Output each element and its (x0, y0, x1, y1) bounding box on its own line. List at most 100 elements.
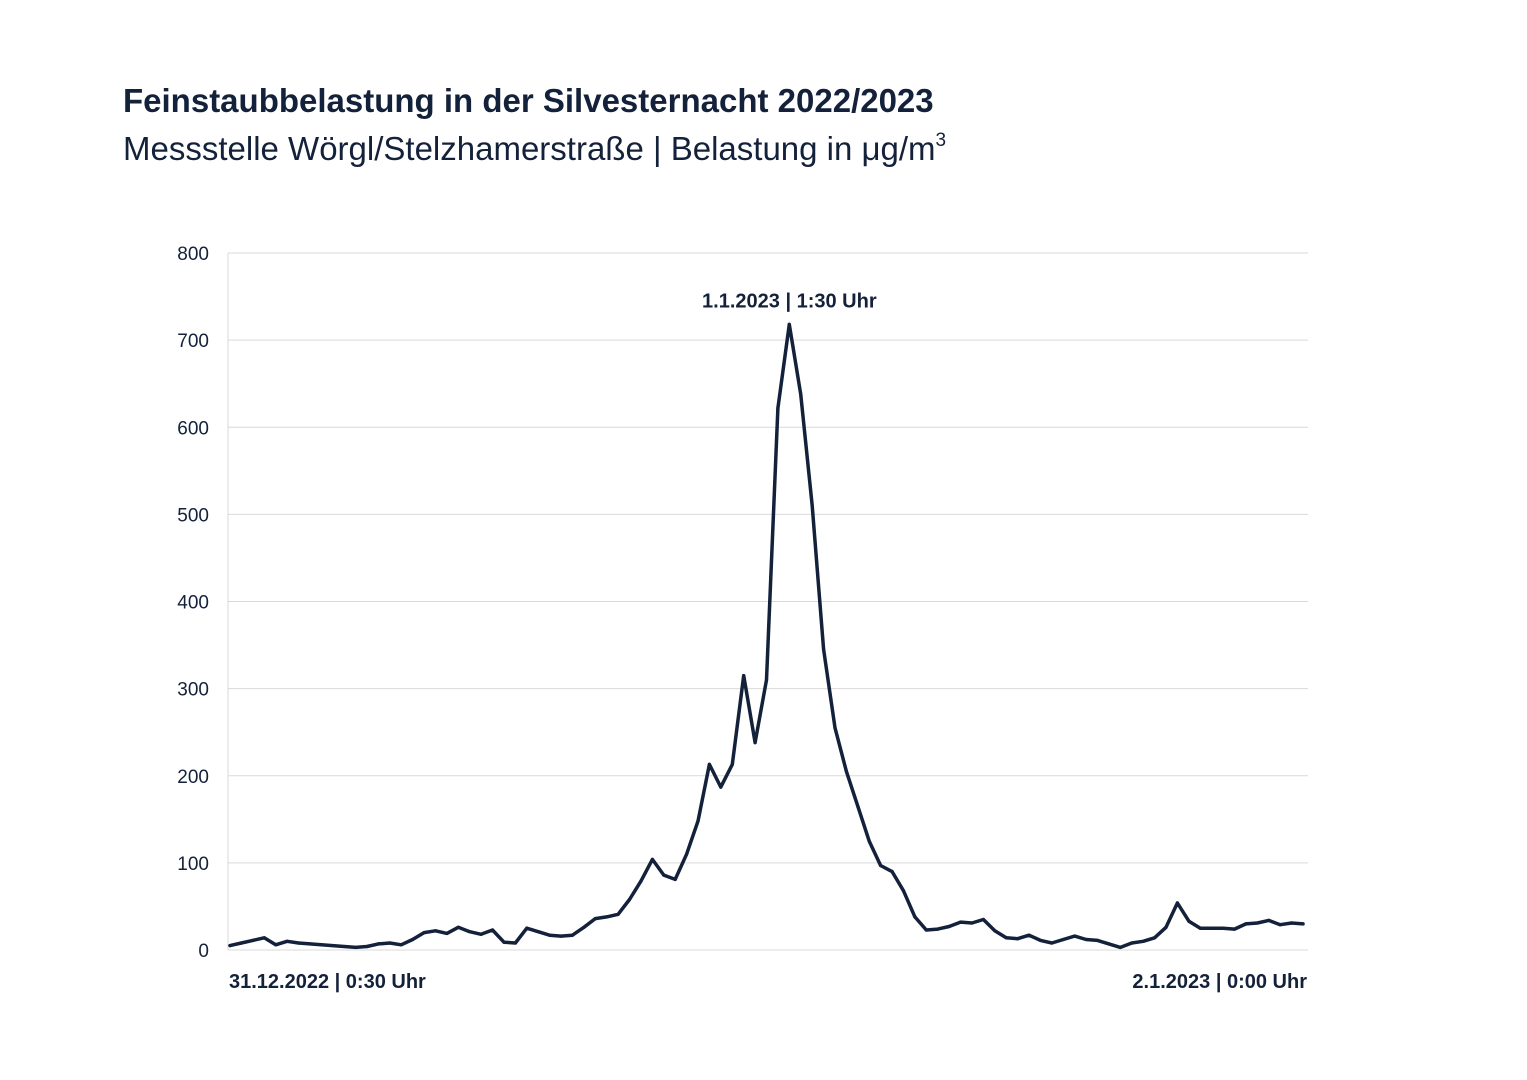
data-point (422, 931, 426, 935)
data-point (456, 925, 460, 929)
data-point (1038, 938, 1043, 943)
series-line (228, 322, 1305, 950)
data-point (1118, 945, 1122, 950)
data-point (296, 941, 301, 945)
data-point (582, 925, 586, 929)
data-point (1073, 934, 1077, 938)
data-point (650, 857, 655, 862)
chart-title: Feinstaubbelastung in der Silvesternacht… (123, 82, 934, 119)
peak-annotation: 1.1.2023 | 1:30 Uhr (702, 290, 877, 312)
data-point (388, 941, 392, 945)
data-point (274, 943, 278, 947)
y-tick-label-600: 600 (177, 418, 209, 439)
subtitle-superscript: 3 (935, 130, 947, 151)
data-point (719, 785, 723, 789)
data-point (570, 933, 575, 937)
data-point (319, 943, 323, 947)
data-point (1027, 933, 1031, 937)
data-point (1050, 941, 1054, 945)
y-tick-label-800: 800 (177, 244, 209, 265)
data-point (1267, 918, 1271, 923)
y-tick-label-300: 300 (177, 680, 209, 701)
data-point (799, 392, 803, 396)
data-point (1061, 937, 1065, 942)
data-point (1255, 921, 1259, 925)
data-point (593, 917, 597, 921)
data-point (445, 931, 449, 936)
gridlines (228, 252, 1308, 951)
data-point (1290, 921, 1294, 925)
data-point (764, 678, 769, 682)
data-point (879, 863, 883, 868)
data-point (490, 928, 495, 932)
data-point (833, 726, 837, 730)
data-point (308, 942, 312, 946)
data-point (411, 937, 415, 942)
data-point (685, 852, 689, 856)
data-point (605, 915, 609, 919)
data-point (239, 941, 243, 945)
data-point (844, 769, 849, 774)
data-point (616, 912, 620, 916)
data-point (742, 674, 746, 678)
data-point (913, 915, 917, 919)
data-point (753, 741, 757, 745)
data-point (924, 928, 928, 932)
data-point (1210, 926, 1214, 930)
x-start-label: 31.12.2022 | 0:30 Uhr (229, 971, 426, 993)
data-point (627, 897, 632, 902)
data-point (433, 929, 438, 933)
data-point (1107, 942, 1111, 946)
data-point (856, 804, 860, 808)
data-point (639, 879, 643, 883)
data-point (1175, 901, 1179, 905)
y-tick-label-400: 400 (177, 593, 209, 614)
data-point (970, 921, 974, 925)
data-point (810, 504, 814, 508)
data-point (251, 938, 255, 943)
data-point (228, 944, 232, 948)
data-point (1198, 926, 1202, 930)
data-point (1221, 926, 1225, 930)
data-point (1232, 927, 1237, 931)
data-point (730, 762, 734, 767)
data-point (959, 920, 963, 924)
data-point (559, 934, 563, 938)
data-point (1084, 937, 1088, 942)
data-point (1153, 936, 1157, 940)
y-tick-label-200: 200 (177, 767, 209, 788)
data-point (1278, 923, 1282, 927)
data-point (1130, 941, 1134, 945)
data-point (947, 924, 951, 929)
data-point (890, 870, 894, 874)
data-point (525, 926, 529, 930)
data-point (787, 322, 791, 326)
data-point (901, 889, 906, 893)
y-tick-label-100: 100 (177, 854, 209, 875)
data-point (548, 933, 552, 937)
data-point (479, 932, 483, 936)
subtitle-text: Messstelle Wörgl/Stelzhamerstraße | Bela… (123, 130, 936, 167)
data-point (1004, 936, 1008, 940)
data-point (342, 944, 346, 949)
y-tick-label-0: 0 (198, 941, 209, 962)
data-point (502, 940, 506, 944)
y-tick-label-500: 500 (177, 505, 209, 526)
y-axis-ticks: 0 100 200 300 400 500 600 700 800 (177, 244, 209, 962)
data-point (399, 943, 403, 947)
data-point (696, 819, 700, 823)
data-point (707, 762, 712, 767)
data-point (1187, 919, 1191, 923)
data-point (662, 873, 666, 877)
data-point (1141, 939, 1145, 943)
data-point (376, 942, 380, 946)
data-point (867, 839, 871, 843)
data-point (536, 930, 540, 934)
data-point (673, 877, 677, 882)
data-point (365, 944, 369, 949)
data-point (513, 941, 518, 945)
series-group (228, 322, 1305, 950)
data-point (354, 945, 358, 950)
data-point (993, 929, 997, 933)
